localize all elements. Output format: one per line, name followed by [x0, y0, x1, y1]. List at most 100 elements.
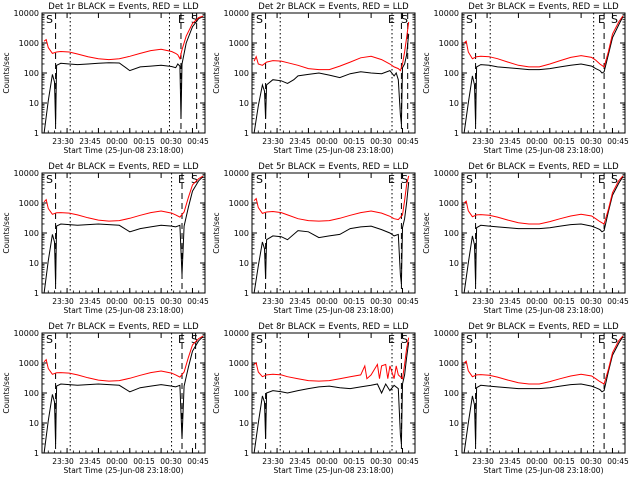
x-tick-label: 23:30: [52, 457, 74, 466]
x-tick-label: 23:30: [52, 137, 74, 146]
marker-letter: E: [178, 333, 185, 346]
y-tick-label: 10: [449, 419, 459, 428]
y-tick-label: 1000: [229, 359, 249, 368]
chart-title: Det 5r BLACK = Events, RED = LLD: [258, 162, 409, 172]
x-axis-label: Start Time (25-Jun-08 23:18:00): [64, 466, 184, 475]
x-tick-label: 00:15: [553, 457, 575, 466]
y-tick-label: 10000: [434, 9, 459, 18]
chart-title: Det 9r BLACK = Events, RED = LLD: [468, 322, 619, 332]
marker-letter: S: [401, 173, 408, 186]
y-tick-label: 1: [244, 289, 249, 298]
x-axis-label: Start Time (25-Jun-08 23:18:00): [64, 306, 184, 315]
y-tick-label: 1000: [439, 359, 459, 368]
y-tick-label: 1: [34, 129, 39, 138]
series-line-events: [463, 336, 624, 454]
y-tick-label: 10: [29, 419, 39, 428]
x-tick-label: 00:45: [607, 457, 629, 466]
x-tick-label: 23:45: [499, 297, 521, 306]
x-tick-label: 00:00: [526, 137, 548, 146]
chart-panel-5: Det 5r BLACK = Events, RED = LLD 1 10 100 10…: [212, 162, 419, 315]
y-tick-label: 100: [24, 229, 39, 238]
marker-letter: S: [466, 13, 473, 26]
y-tick-label: 100: [234, 69, 249, 78]
x-tick-label: 00:15: [133, 137, 155, 146]
chart-panel-6: Det 6r BLACK = Events, RED = LLD 1 10 100 10…: [422, 162, 629, 315]
marker-letter: S: [46, 13, 53, 26]
x-tick-label: 00:15: [553, 137, 575, 146]
x-tick-label: 00:30: [370, 137, 392, 146]
y-axis-label: Counts/sec: [212, 212, 221, 253]
series-line-lld: [463, 175, 624, 225]
marker-letter: E: [388, 173, 395, 186]
chart-panel-2: Det 2r BLACK = Events, RED = LLD 1 10 100 10…: [212, 2, 419, 155]
chart-title: Det 1r BLACK = Events, RED = LLD: [48, 2, 199, 12]
series-line-events: [43, 176, 204, 294]
x-tick-label: 00:00: [526, 297, 548, 306]
y-tick-label: 100: [444, 229, 459, 238]
x-tick-label: 00:45: [187, 297, 209, 306]
y-tick-label: 1000: [19, 39, 39, 48]
y-tick-label: 1: [244, 129, 249, 138]
marker-letter: S: [191, 333, 198, 346]
x-tick-label: 00:30: [160, 137, 182, 146]
chart-title: Det 7r BLACK = Events, RED = LLD: [48, 322, 199, 332]
y-tick-label: 1000: [229, 39, 249, 48]
plot-frame: [251, 12, 416, 134]
x-tick-label: 23:30: [262, 297, 284, 306]
y-tick-label: 10000: [434, 169, 459, 178]
x-tick-label: 00:15: [553, 297, 575, 306]
y-tick-label: 10: [29, 259, 39, 268]
x-tick-label: 00:45: [397, 457, 419, 466]
x-tick-label: 00:30: [580, 297, 602, 306]
x-tick-label: 00:45: [187, 457, 209, 466]
marker-letter: S: [256, 333, 263, 346]
y-axis-label: Counts/sec: [212, 372, 221, 413]
marker-letter: E: [178, 173, 185, 186]
chart-panel-1: Det 1r BLACK = Events, RED = LLD 1 10 100 10…: [2, 2, 209, 155]
x-tick-label: 23:30: [472, 457, 494, 466]
x-tick-label: 23:30: [52, 297, 74, 306]
marker-letter: S: [611, 173, 618, 186]
series-line-lld: [253, 21, 410, 72]
plot-frame: [461, 12, 626, 134]
y-tick-label: 10000: [14, 169, 39, 178]
marker-letter: E: [178, 13, 185, 26]
y-tick-label: 10: [449, 99, 459, 108]
x-tick-label: 00:30: [160, 457, 182, 466]
y-tick-label: 1000: [439, 199, 459, 208]
y-tick-label: 1000: [19, 199, 39, 208]
y-tick-label: 10: [239, 259, 249, 268]
x-tick-label: 23:45: [289, 137, 311, 146]
marker-letter: E: [598, 333, 605, 346]
x-axis-label: Start Time (25-Jun-08 23:18:00): [484, 306, 604, 315]
y-axis-label: Counts/sec: [422, 52, 431, 93]
y-tick-label: 1: [34, 449, 39, 458]
chart-title: Det 8r BLACK = Events, RED = LLD: [258, 322, 409, 332]
x-tick-label: 00:30: [370, 297, 392, 306]
x-axis-label: Start Time (25-Jun-08 23:18:00): [274, 146, 394, 155]
series-line-events: [253, 341, 410, 454]
x-tick-label: 23:30: [262, 137, 284, 146]
x-tick-label: 00:00: [316, 137, 338, 146]
marker-letter: E: [598, 173, 605, 186]
x-tick-label: 00:45: [187, 137, 209, 146]
y-axis-label: Counts/sec: [2, 212, 11, 253]
marker-letter: S: [191, 173, 198, 186]
chart-panel-7: Det 7r BLACK = Events, RED = LLD 1 10 100 10…: [2, 322, 209, 475]
y-tick-label: 100: [444, 389, 459, 398]
x-axis-label: Start Time (25-Jun-08 23:18:00): [64, 146, 184, 155]
chart-panel-9: Det 9r BLACK = Events, RED = LLD 1 10 100 10…: [422, 322, 629, 475]
x-tick-label: 23:30: [262, 457, 284, 466]
y-tick-label: 1: [244, 449, 249, 458]
x-tick-label: 00:00: [316, 297, 338, 306]
x-tick-label: 00:30: [580, 457, 602, 466]
x-tick-label: 00:30: [160, 297, 182, 306]
series-line-events: [463, 16, 624, 134]
x-tick-label: 00:15: [343, 297, 365, 306]
marker-letter: S: [256, 13, 263, 26]
y-tick-label: 1: [454, 289, 459, 298]
series-line-lld: [253, 175, 410, 222]
marker-letter: S: [256, 173, 263, 186]
y-tick-label: 1: [454, 129, 459, 138]
chart-title: Det 6r BLACK = Events, RED = LLD: [468, 162, 619, 172]
